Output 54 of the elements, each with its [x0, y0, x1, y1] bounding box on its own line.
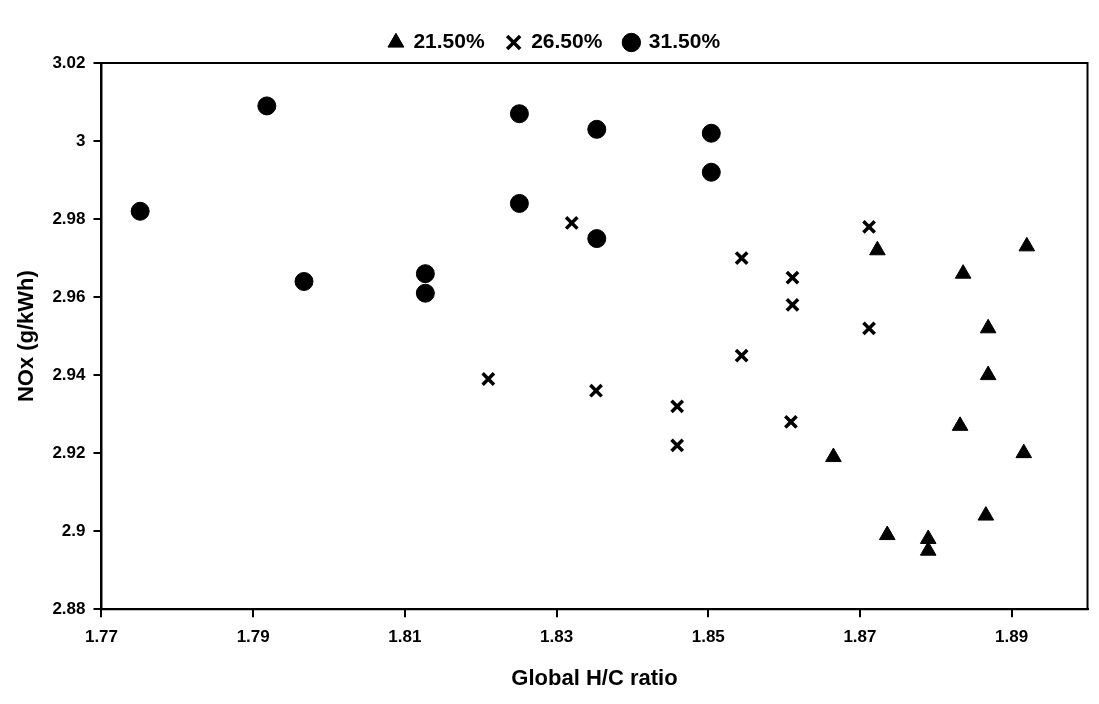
point: [701, 162, 721, 182]
point: [878, 525, 896, 541]
point: [734, 348, 750, 364]
y-tick-label: 2.98: [52, 208, 86, 228]
point: [564, 215, 580, 231]
point: [480, 371, 496, 387]
point: [977, 506, 995, 521]
point: [257, 96, 277, 116]
x-tick-label: 1.79: [236, 627, 270, 647]
x-tick-label: 1.87: [843, 627, 877, 647]
point: [509, 193, 529, 213]
y-tick-label: 2.88: [52, 598, 86, 618]
y-axis-title: NOx (g/kWh): [13, 270, 39, 403]
point: [669, 437, 685, 453]
y-tick-label: 2.92: [52, 442, 86, 462]
point: [587, 229, 607, 249]
x-axis-title: Global H/C ratio: [511, 664, 678, 690]
x-tick-label: 1.85: [691, 627, 725, 647]
point: [979, 318, 997, 334]
point: [701, 123, 721, 143]
y-tick-label: 2.94: [52, 364, 87, 384]
point: [294, 271, 314, 291]
point: [861, 320, 877, 336]
point: [1018, 236, 1036, 252]
x-tick-label: 1.77: [84, 627, 119, 647]
x-tick-label: 1.83: [540, 627, 574, 647]
point: [954, 264, 972, 279]
point: [825, 447, 842, 463]
point: [919, 529, 937, 544]
point: [734, 250, 750, 266]
x-tick-label: 1.89: [995, 627, 1029, 647]
point: [130, 201, 150, 221]
point: [588, 383, 604, 399]
point: [587, 119, 607, 139]
y-tick-label: 2.96: [52, 286, 86, 306]
point: [785, 270, 800, 285]
point: [415, 264, 435, 284]
x-tick-label: 1.81: [388, 627, 422, 647]
point: [979, 365, 997, 381]
point: [869, 240, 886, 256]
legend-label: 31.50%: [648, 29, 721, 53]
legend-label: 26.50%: [531, 29, 603, 53]
y-tick-label: 3: [76, 130, 86, 150]
point: [861, 219, 877, 235]
y-tick-label: 3.02: [52, 52, 86, 72]
point: [415, 283, 435, 303]
point: [783, 414, 799, 430]
point: [1015, 443, 1033, 459]
point: [951, 416, 969, 431]
point: [509, 104, 529, 124]
y-tick-label: 2.9: [61, 520, 86, 540]
legend-label: 21.50%: [413, 29, 485, 53]
point: [785, 297, 800, 313]
point: [669, 398, 685, 414]
